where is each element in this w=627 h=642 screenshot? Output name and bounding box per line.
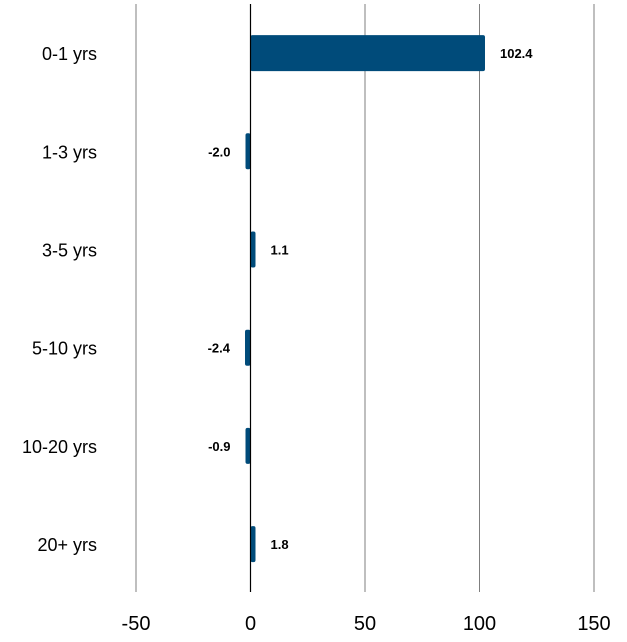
x-tick-label: 150 [577, 613, 610, 635]
category-labels: 0-1 yrs 1-3 yrs 3-5 yrs 5-10 yrs 10-20 yrs 20… [22, 44, 97, 555]
category-label: 20+ yrs [37, 535, 97, 555]
x-tick-label: -50 [122, 613, 151, 635]
x-tick-label: 0 [245, 613, 256, 635]
category-label: 1-3 yrs [42, 142, 97, 162]
data-label: 1.1 [271, 243, 289, 258]
category-label: 10-20 yrs [22, 437, 97, 457]
x-tick-labels: -50 0 50 100 150 [122, 613, 611, 635]
category-label: 5-10 yrs [32, 339, 97, 359]
bar [250, 526, 256, 563]
data-label: -2.4 [208, 341, 231, 356]
bar [250, 35, 485, 72]
data-label: 102.4 [500, 46, 533, 61]
x-tick-label: 100 [463, 613, 496, 635]
x-tick-label: 50 [354, 613, 376, 635]
category-label: 3-5 yrs [42, 241, 97, 261]
data-labels: 102.4 -2.0 1.1 -2.4 -0.9 1.8 [208, 46, 534, 552]
bar [245, 427, 251, 464]
bars [245, 35, 485, 563]
gridlines [135, 4, 595, 592]
bar [245, 329, 251, 366]
bar [250, 231, 256, 268]
category-label: 0-1 yrs [42, 44, 97, 64]
data-label: -2.0 [208, 144, 230, 159]
data-label: 1.8 [271, 537, 289, 552]
data-label: -0.9 [208, 439, 230, 454]
bar [245, 133, 251, 170]
